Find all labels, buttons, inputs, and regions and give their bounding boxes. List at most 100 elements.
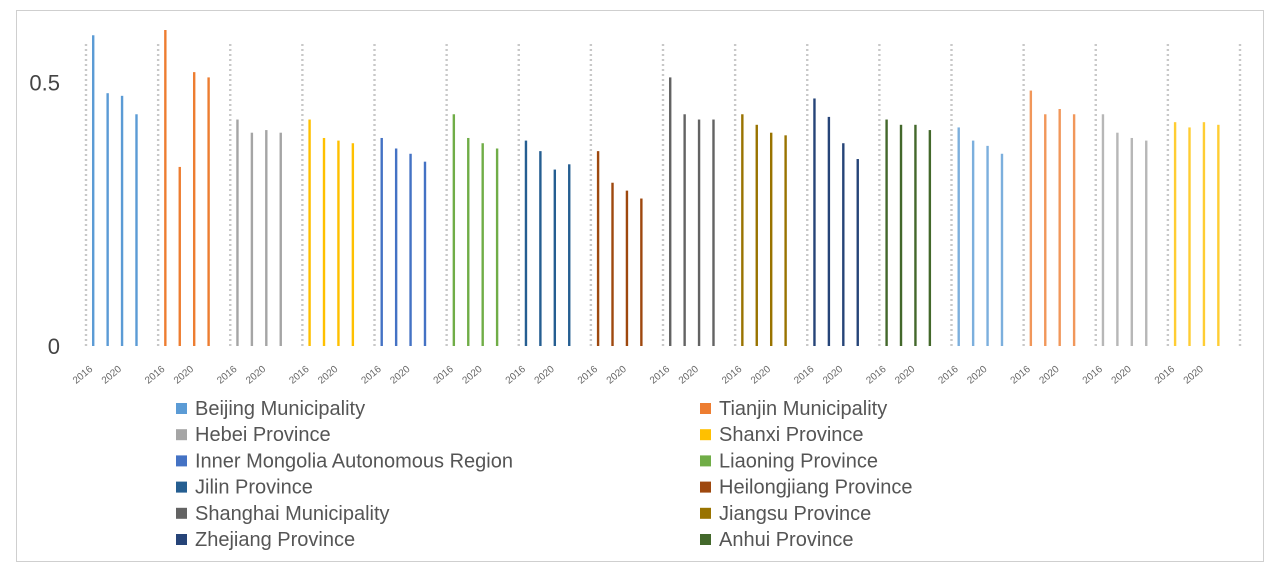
bar (380, 137, 383, 346)
bar (524, 140, 528, 346)
legend-label: Zhejiang Province (195, 529, 355, 551)
bar (625, 190, 629, 346)
bar (308, 119, 311, 346)
x-tick-label: 2016 (504, 364, 528, 387)
bar (1202, 122, 1206, 346)
legend-label: Beijing Municipality (195, 398, 365, 420)
x-tick-label: 2020 (677, 364, 701, 387)
x-tick-label: 2020 (388, 364, 412, 387)
bar (928, 130, 932, 346)
x-tick-label: 2016 (720, 364, 744, 387)
x-axis: 2016 2020 2016 2020 2016 2020 2016 2020 2016 2020… (71, 364, 1206, 387)
x-tick-label: 2016 (1081, 364, 1105, 387)
bar (1116, 132, 1119, 346)
legend-swatch (700, 534, 711, 545)
legend-label: Tianjin Municipality (719, 398, 887, 420)
bar (236, 119, 239, 346)
bar (712, 119, 715, 346)
bar (135, 114, 138, 347)
bar (1000, 153, 1004, 346)
bar (769, 132, 773, 346)
bar (1058, 109, 1061, 346)
bar (914, 124, 917, 346)
x-tick-label: 2020 (1182, 364, 1206, 387)
legend-label: Jiangsu Province (719, 503, 871, 525)
bar (957, 127, 960, 347)
bar (481, 143, 484, 346)
x-tick-label: 2016 (287, 364, 311, 387)
series-separators (84, 44, 1242, 346)
x-tick-label: 2016 (1153, 364, 1177, 387)
x-tick-label: 2016 (937, 364, 961, 387)
bar (553, 169, 557, 346)
x-tick-label: 2020 (1038, 364, 1062, 387)
x-tick-label: 2016 (143, 364, 167, 387)
bar (568, 164, 571, 346)
x-tick-label: 2020 (965, 364, 989, 387)
x-tick-label: 2016 (360, 364, 384, 387)
legend-swatch (176, 534, 187, 545)
bar (1029, 90, 1033, 346)
x-tick-label: 2016 (215, 364, 239, 387)
x-tick-label: 2016 (71, 364, 95, 387)
legend-swatch (700, 429, 711, 441)
legend-swatch (176, 481, 187, 493)
x-tick-label: 2016 (1009, 364, 1033, 387)
bar (842, 143, 845, 346)
x-tick-label: 2020 (605, 364, 629, 387)
chart-frame (16, 10, 1264, 562)
bar (1101, 114, 1105, 347)
x-tick-label: 2020 (749, 364, 773, 387)
y-tick-label: 0.5 (29, 71, 60, 96)
bar (207, 77, 210, 347)
legend-label: Liaoning Province (719, 450, 878, 472)
bar (351, 143, 355, 346)
bar (423, 161, 427, 346)
bar (669, 77, 672, 347)
legend-label: Anhui Province (719, 529, 854, 551)
legend-label: Jilin Province (195, 477, 313, 499)
legend: Beijing Municipality Tianjin Municipality… (176, 398, 912, 551)
bar (885, 119, 888, 346)
legend-swatch (176, 429, 187, 441)
legend-label: Shanghai Municipality (195, 503, 390, 525)
x-tick-label: 2020 (244, 364, 268, 387)
legend-swatch (176, 403, 187, 414)
bar (1130, 137, 1134, 346)
bar (409, 153, 412, 346)
x-tick-label: 2016 (864, 364, 888, 387)
x-tick-label: 2020 (533, 364, 557, 387)
bar (164, 30, 167, 346)
bar (755, 124, 758, 346)
legend-swatch (700, 455, 711, 467)
bar (106, 93, 109, 346)
y-axis: 00.5 (29, 71, 60, 359)
bar (178, 166, 181, 346)
x-tick-label: 2016 (432, 364, 456, 387)
bar (394, 148, 398, 346)
x-tick-label: 2020 (316, 364, 340, 387)
legend-swatch (700, 507, 711, 519)
bar (120, 95, 124, 346)
bar (827, 116, 831, 347)
bar (1188, 127, 1191, 347)
legend-swatch (176, 455, 187, 467)
x-tick-label: 2016 (576, 364, 600, 387)
bar (1044, 114, 1047, 347)
legend-label: Shanxi Province (719, 424, 864, 446)
legend-swatch (700, 481, 711, 493)
bar (322, 137, 326, 346)
bar (596, 151, 600, 346)
x-tick-label: 2016 (648, 364, 672, 387)
bar (683, 114, 686, 347)
bar (250, 132, 254, 346)
bar (813, 98, 816, 346)
bar (741, 114, 744, 347)
bar (784, 135, 787, 346)
x-tick-label: 2020 (893, 364, 917, 387)
legend-label: Hebei Province (195, 424, 331, 446)
bar (265, 130, 268, 346)
bar (467, 137, 470, 346)
bar (1145, 140, 1148, 346)
